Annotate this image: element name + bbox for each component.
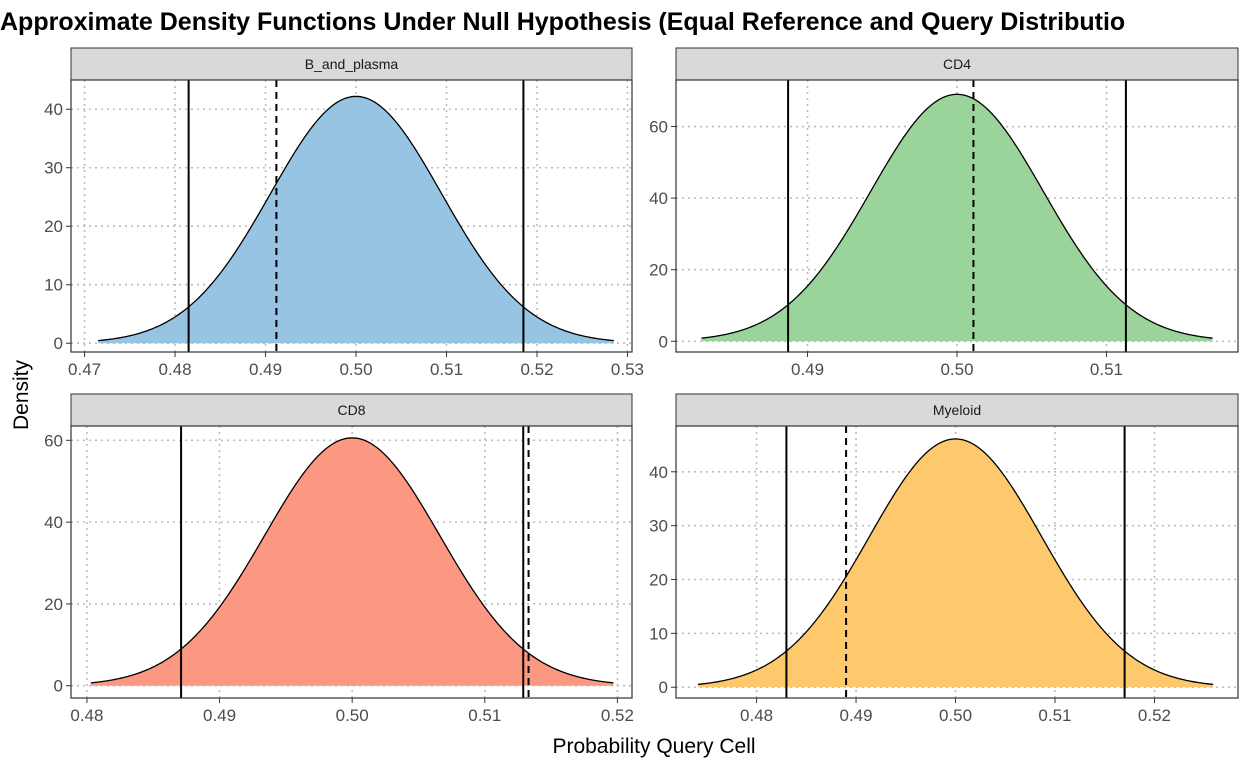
y-tick-label: 60	[649, 118, 668, 137]
x-tick-label: 0.52	[1138, 706, 1171, 725]
y-tick-label: 0	[54, 677, 63, 696]
x-tick-label: 0.48	[159, 360, 192, 379]
y-tick-label: 10	[649, 624, 668, 643]
y-tick-label: 10	[44, 276, 63, 295]
plot-area	[676, 80, 1238, 352]
facet-label: Myeloid	[933, 402, 981, 418]
plot-area	[71, 80, 632, 352]
chart-title: Approximate Density Functions Under Null…	[0, 8, 1125, 36]
density-curve	[90, 437, 614, 684]
x-tick-label: 0.51	[1090, 360, 1123, 379]
facet-label: B_and_plasma	[305, 56, 399, 72]
density-area	[701, 94, 1213, 342]
x-tick-label: 0.47	[68, 360, 101, 379]
y-tick-label: 40	[44, 513, 63, 532]
x-tick-label: 0.51	[430, 360, 463, 379]
y-tick-label: 40	[649, 189, 668, 208]
facet-strip	[675, 47, 1239, 81]
x-tick-label: 0.49	[249, 360, 282, 379]
y-tick-label: 0	[54, 334, 63, 353]
y-axis-title: Density	[10, 359, 33, 430]
x-tick-label: 0.48	[70, 706, 103, 725]
panel-cd8: CD8 0.48 0.49 0.50 0.51 0.52 0 20 40 60	[44, 393, 634, 725]
y-tick-label: 20	[649, 261, 668, 280]
y-tick-label: 30	[44, 159, 63, 178]
x-tick-label: 0.52	[601, 706, 634, 725]
y-tick-label: 0	[659, 678, 668, 697]
panel-border	[675, 425, 1239, 699]
x-tick-label: 0.50	[339, 360, 372, 379]
x-axis-title: Probability Query Cell	[552, 735, 755, 758]
panel-border	[70, 79, 633, 353]
facet-label: CD8	[337, 402, 365, 418]
density-area	[697, 438, 1214, 688]
panel-b-and-plasma: B_and_plasma 0.47 0.48 0.49 0.50 0.51 0.52 0.53…	[44, 47, 644, 379]
panel-cd4: CD4 0.49 0.50 0.51 0 20 40 60	[649, 47, 1239, 379]
y-tick-label: 40	[44, 100, 63, 119]
x-tick-label: 0.49	[839, 706, 872, 725]
x-tick-label: 0.52	[520, 360, 553, 379]
x-tick-label: 0.48	[740, 706, 773, 725]
x-tick-label: 0.51	[1038, 706, 1071, 725]
x-tick-label: 0.49	[203, 706, 236, 725]
x-tick-label: 0.50	[939, 706, 972, 725]
y-tick-label: 0	[659, 332, 668, 351]
y-tick-label: 60	[44, 431, 63, 450]
density-curve	[701, 93, 1213, 339]
density-area	[90, 437, 614, 686]
plot-area	[676, 426, 1238, 698]
plot-area	[71, 426, 632, 698]
x-tick-label: 0.50	[336, 706, 369, 725]
density-curve	[98, 95, 614, 342]
x-tick-label: 0.50	[940, 360, 973, 379]
y-tick-label: 40	[649, 463, 668, 482]
y-tick-label: 30	[649, 517, 668, 536]
panel-myeloid: Myeloid 0.48 0.49 0.50 0.51 0.52 0 10 20 30 40	[649, 393, 1239, 725]
y-tick-label: 20	[44, 217, 63, 236]
density-curve	[697, 438, 1214, 686]
facet-strip	[70, 47, 633, 81]
y-tick-label: 20	[649, 571, 668, 590]
y-tick-label: 20	[44, 595, 63, 614]
facet-panels: B_and_plasma 0.47 0.48 0.49 0.50 0.51 0.52 0.53…	[44, 47, 1239, 725]
x-tick-label: 0.53	[611, 360, 644, 379]
density-area	[98, 96, 614, 344]
panel-border	[70, 425, 633, 699]
x-tick-label: 0.51	[468, 706, 501, 725]
x-tick-label: 0.49	[791, 360, 824, 379]
facet-label: CD4	[943, 56, 971, 72]
